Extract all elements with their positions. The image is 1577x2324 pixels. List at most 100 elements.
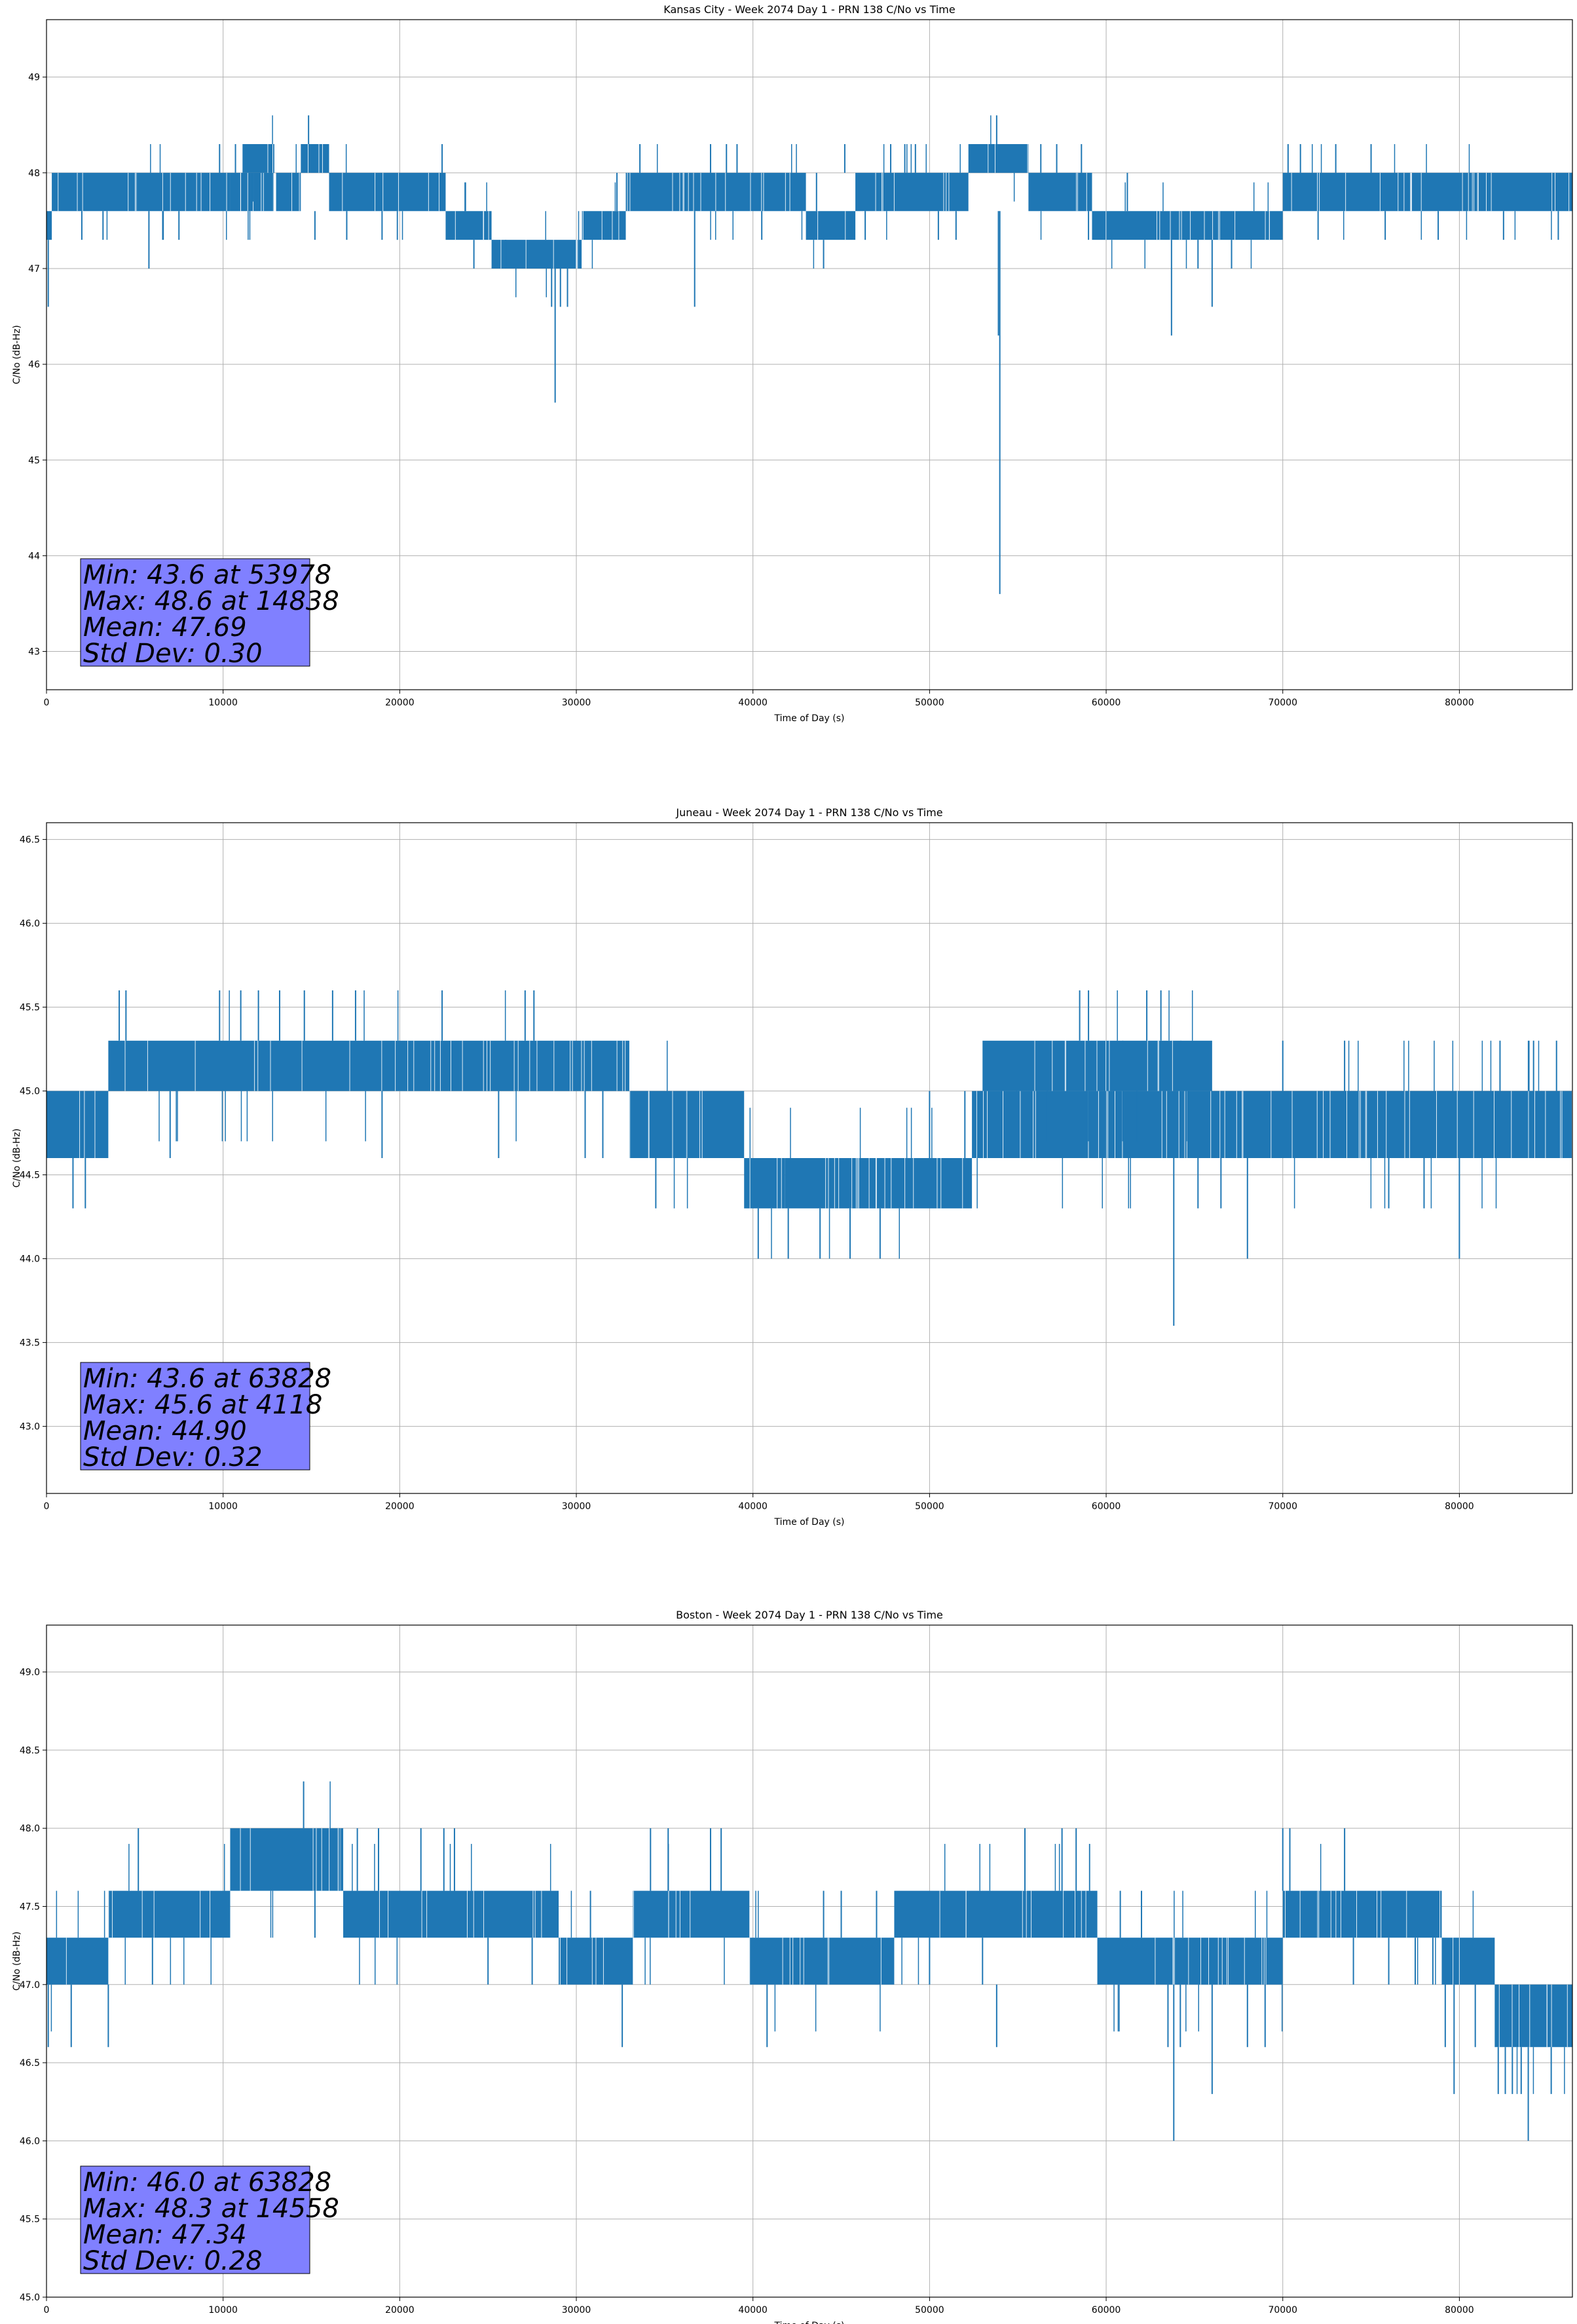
x-axis-label: Time of Day (s) — [774, 2321, 845, 2324]
data-band — [230, 172, 273, 212]
y-tick-label: 47.5 — [20, 1902, 40, 1912]
data-band — [52, 172, 231, 212]
stats-line: Max: 48.3 at 14558 — [83, 2194, 339, 2224]
x-tick-label: 40000 — [738, 1501, 768, 1512]
x-tick-label: 80000 — [1445, 1501, 1474, 1512]
chart-title: Boston - Week 2074 Day 1 - PRN 138 C/No … — [676, 1609, 943, 1621]
y-tick-label: 43 — [28, 647, 40, 658]
data-band — [982, 1040, 1212, 1091]
data-band — [855, 172, 969, 212]
y-tick-label: 45.5 — [20, 1003, 40, 1013]
x-tick-label: 20000 — [385, 1501, 415, 1512]
chart-panel-2: Juneau - Week 2074 Day 1 - PRN 138 C/No … — [12, 806, 1573, 1527]
data-band — [1282, 172, 1572, 212]
y-tick-label: 48 — [28, 168, 40, 179]
y-tick-label: 47 — [28, 264, 40, 274]
stats-line: Std Dev: 0.30 — [83, 639, 263, 669]
y-tick-label: 46.0 — [20, 2136, 40, 2146]
stats-line: Mean: 47.34 — [83, 2220, 247, 2250]
x-tick-label: 60000 — [1092, 2305, 1121, 2315]
axes-frame — [46, 1624, 1573, 2298]
x-tick-label: 60000 — [1092, 1501, 1121, 1512]
y-tick-label: 45.0 — [20, 2293, 40, 2303]
data-band — [1028, 172, 1092, 212]
y-tick-label: 48.0 — [20, 1824, 40, 1834]
x-axis-label: Time of Day (s) — [774, 1517, 845, 1527]
x-tick-label: 20000 — [385, 698, 415, 708]
y-tick-label: 46.0 — [20, 919, 40, 929]
data-band — [1097, 1938, 1283, 1985]
x-tick-label: 10000 — [208, 2305, 238, 2315]
x-tick-label: 40000 — [738, 698, 768, 708]
data-band — [1441, 1938, 1495, 1985]
x-tick-label: 0 — [44, 1501, 50, 1512]
x-tick-label: 80000 — [1445, 698, 1474, 708]
y-axis-label: C/No (dB-Hz) — [12, 325, 22, 384]
x-tick-label: 60000 — [1092, 698, 1121, 708]
x-tick-label: 40000 — [738, 2305, 768, 2315]
y-tick-label: 45 — [28, 455, 40, 466]
data-band — [272, 172, 274, 212]
data-band — [276, 172, 301, 212]
data-series — [46, 1781, 1572, 2141]
data-band — [806, 211, 856, 240]
data-band — [1494, 1984, 1572, 2048]
data-band — [491, 240, 582, 269]
x-tick-label: 80000 — [1445, 2305, 1474, 2315]
stats-line: Std Dev: 0.32 — [83, 1442, 263, 1472]
y-tick-label: 47.0 — [20, 1980, 40, 1991]
stats-line: Mean: 44.90 — [83, 1416, 247, 1446]
chart-panel-1: Kansas City - Week 2074 Day 1 - PRN 138 … — [12, 3, 1573, 724]
stats-line: Min: 43.6 at 53978 — [83, 560, 331, 590]
axes-frame — [46, 19, 1573, 690]
y-tick-label: 48.5 — [20, 1746, 40, 1756]
data-band — [785, 1158, 973, 1209]
chart-panel-3: Boston - Week 2074 Day 1 - PRN 138 C/No … — [12, 1609, 1573, 2324]
data-band — [108, 1040, 629, 1091]
x-tick-label: 30000 — [562, 2305, 591, 2315]
data-band — [968, 143, 1029, 173]
x-tick-label: 50000 — [915, 698, 944, 708]
data-band — [633, 1890, 750, 1938]
x-tick-label: 10000 — [208, 698, 238, 708]
x-tick-label: 20000 — [385, 2305, 415, 2315]
data-band — [46, 1091, 109, 1158]
chart-title: Juneau - Week 2074 Day 1 - PRN 138 C/No … — [675, 806, 942, 819]
data-band — [1092, 211, 1283, 240]
y-tick-label: 43.0 — [20, 1422, 40, 1433]
y-tick-label: 44 — [28, 551, 40, 561]
x-axis-label: Time of Day (s) — [774, 713, 845, 724]
stats-line: Min: 46.0 at 63828 — [83, 2167, 331, 2198]
y-tick-label: 43.5 — [20, 1338, 40, 1349]
data-band — [749, 1938, 895, 1985]
x-tick-label: 0 — [44, 2305, 50, 2315]
y-tick-label: 49 — [28, 73, 40, 83]
data-band — [242, 143, 274, 173]
y-tick-label: 46.5 — [20, 835, 40, 846]
x-tick-label: 50000 — [915, 2305, 944, 2315]
data-band — [46, 1938, 109, 1985]
y-tick-label: 46.5 — [20, 2058, 40, 2069]
data-band — [445, 211, 492, 240]
y-axis-label: C/No (dB-Hz) — [12, 1129, 22, 1188]
data-band — [686, 1091, 745, 1158]
x-tick-label: 0 — [44, 698, 50, 708]
y-tick-label: 45.0 — [20, 1087, 40, 1097]
x-tick-label: 10000 — [208, 1501, 238, 1512]
chart-title: Kansas City - Week 2074 Day 1 - PRN 138 … — [663, 3, 955, 16]
data-band — [301, 143, 329, 173]
x-tick-label: 30000 — [562, 1501, 591, 1512]
stats-line: Std Dev: 0.28 — [83, 2246, 263, 2276]
data-band — [230, 1828, 344, 1891]
y-tick-label: 49.0 — [20, 1668, 40, 1678]
stats-box — [80, 558, 310, 667]
data-band — [894, 1890, 1098, 1938]
x-tick-label: 50000 — [915, 1501, 944, 1512]
data-band — [329, 172, 446, 212]
x-tick-label: 30000 — [562, 698, 591, 708]
x-tick-label: 70000 — [1268, 2305, 1297, 2315]
data-band — [1282, 1890, 1442, 1938]
data-band — [108, 1890, 231, 1938]
y-tick-label: 44.5 — [20, 1171, 40, 1181]
x-tick-label: 70000 — [1268, 698, 1297, 708]
